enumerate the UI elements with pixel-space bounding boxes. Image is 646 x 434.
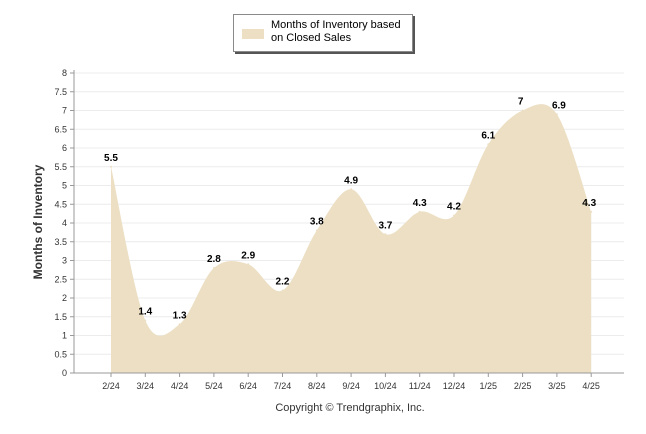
data-point [281,289,284,292]
data-point [144,319,147,322]
x-tick-label: 3/24 [137,381,155,391]
y-tick-label: 7.5 [54,87,67,97]
x-tick-label: 5/24 [205,381,223,391]
y-tick-label: 1.5 [54,312,67,322]
y-tick-label: 2.5 [54,274,67,284]
area-series [110,104,593,374]
copyright-text: Copyright © Trendgraphix, Inc. [275,402,425,414]
data-label: 5.5 [104,153,118,164]
x-tick-label: 12/24 [443,381,466,391]
axes: 0 0.5 1 1.5 2 2.5 3 3.5 4 4.5 5 5.5 6 6.5 7 7.5 8 2/24 3/2… [54,68,624,391]
data-point [110,165,112,168]
y-tick-label: 6.5 [54,124,67,134]
data-label: 4.9 [344,175,358,186]
x-tick-label: 2/25 [514,381,532,391]
data-label: 4.2 [447,202,461,213]
data-label: 3.7 [378,220,392,231]
data-label: 3.8 [310,217,324,228]
data-point [350,188,353,191]
data-label: 2.8 [207,254,221,265]
data-label: 2.9 [241,250,255,261]
data-label: 1.4 [138,307,152,318]
x-tick-label: 4/25 [582,381,600,391]
data-label: 1.3 [173,310,187,321]
data-label: 2.2 [276,277,290,288]
x-tick-label: 4/24 [171,381,189,391]
y-tick-label: 3 [62,256,67,266]
x-tick-label: 6/24 [239,381,257,391]
data-label: 4.3 [413,198,427,209]
y-tick-label: 8 [62,68,67,78]
x-tick-label: 11/24 [409,381,431,391]
x-tick-label: 8/24 [308,381,326,391]
x-tick-label: 2/24 [102,381,120,391]
data-label: 6.1 [481,130,495,141]
y-tick-label: 5.5 [54,162,67,172]
y-axis-title: Months of Inventory [31,164,45,280]
y-tick-label: 1 [62,331,67,341]
data-label: 6.9 [552,100,566,111]
data-point [487,143,490,146]
y-tick-label: 4 [62,218,67,228]
y-tick-label: 0.5 [54,349,67,359]
data-point [384,233,387,236]
data-point [555,113,558,116]
data-point [590,210,593,213]
y-tick-label: 4.5 [54,199,67,209]
data-point [247,263,250,266]
y-tick-label: 6 [62,143,67,153]
y-tick-label: 3.5 [54,237,67,247]
x-tick-label: 9/24 [342,381,360,391]
legend-swatch [242,29,264,39]
data-point [212,267,215,269]
y-tick-label: 2 [62,293,67,303]
y-tick-label: 5 [62,181,67,191]
area-fill [111,104,592,374]
x-tick-label: 3/25 [548,381,566,391]
x-tick-label: 7/24 [274,381,292,391]
x-tick-label: 10/24 [374,381,397,391]
data-labels: 5.5 1.4 1.3 2.8 2.9 2.2 3.8 4.9 3.7 4.3 4.2 6.1 7 6.9… [104,97,597,322]
data-label: 7 [518,97,524,108]
x-tick-label: 1/25 [480,381,498,391]
legend-label: Months of Inventory based on Closed Sale… [271,19,401,44]
data-point [315,229,318,232]
data-point [418,210,421,213]
data-label: 4.3 [582,198,596,209]
legend: Months of Inventory based on Closed Sale… [233,14,413,52]
data-point [178,323,181,326]
data-point [453,214,455,217]
y-tick-label: 0 [62,368,67,378]
data-point [521,109,524,112]
y-tick-label: 7 [62,106,67,116]
